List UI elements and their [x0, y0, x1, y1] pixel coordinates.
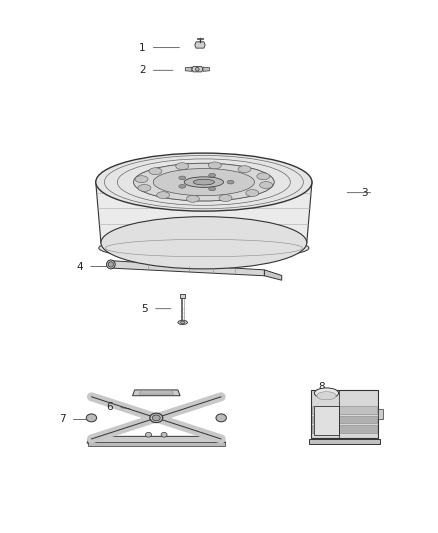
Ellipse shape [99, 237, 309, 260]
Polygon shape [311, 391, 378, 438]
Polygon shape [203, 67, 209, 71]
Text: 2: 2 [139, 65, 145, 75]
Ellipse shape [157, 192, 170, 198]
Ellipse shape [196, 67, 199, 71]
Ellipse shape [101, 216, 307, 269]
Ellipse shape [246, 190, 259, 197]
Ellipse shape [152, 415, 160, 421]
Text: 8: 8 [318, 382, 325, 392]
Ellipse shape [145, 432, 152, 437]
Ellipse shape [153, 168, 254, 196]
Ellipse shape [138, 184, 151, 191]
Ellipse shape [149, 168, 162, 175]
Text: 3: 3 [361, 188, 368, 198]
Text: 4: 4 [76, 262, 83, 271]
Polygon shape [111, 261, 265, 276]
Ellipse shape [179, 184, 186, 188]
Polygon shape [88, 442, 225, 446]
Ellipse shape [106, 260, 115, 269]
Ellipse shape [219, 195, 232, 201]
Ellipse shape [179, 176, 186, 180]
Polygon shape [197, 38, 203, 39]
Bar [312, 406, 377, 414]
Polygon shape [265, 270, 282, 280]
Ellipse shape [187, 196, 199, 202]
Ellipse shape [176, 163, 189, 169]
Text: 7: 7 [59, 415, 66, 424]
Polygon shape [96, 150, 312, 253]
Polygon shape [87, 437, 226, 443]
Bar [378, 409, 383, 419]
Ellipse shape [238, 166, 251, 173]
Ellipse shape [208, 162, 221, 169]
Text: 6: 6 [106, 402, 113, 413]
Ellipse shape [208, 187, 215, 191]
Polygon shape [96, 182, 312, 243]
Text: 1: 1 [139, 43, 145, 53]
Polygon shape [133, 390, 180, 395]
Polygon shape [192, 67, 203, 72]
Ellipse shape [86, 414, 97, 422]
Ellipse shape [184, 177, 223, 188]
Ellipse shape [317, 392, 336, 400]
Ellipse shape [180, 321, 185, 324]
Ellipse shape [260, 182, 272, 189]
Polygon shape [139, 391, 173, 394]
Bar [312, 425, 377, 433]
Ellipse shape [257, 173, 270, 180]
Ellipse shape [161, 432, 167, 437]
Ellipse shape [193, 179, 215, 185]
Polygon shape [185, 67, 192, 71]
Ellipse shape [178, 320, 187, 325]
Ellipse shape [150, 413, 163, 423]
Ellipse shape [227, 180, 234, 184]
Polygon shape [309, 439, 380, 444]
Bar [314, 406, 339, 435]
Bar [180, 294, 185, 297]
Ellipse shape [314, 388, 339, 398]
Polygon shape [195, 42, 205, 48]
Ellipse shape [134, 163, 274, 201]
Ellipse shape [108, 262, 113, 267]
Ellipse shape [208, 173, 215, 177]
Ellipse shape [96, 153, 312, 211]
Ellipse shape [216, 414, 226, 422]
Bar [312, 416, 377, 423]
Text: 5: 5 [141, 304, 148, 314]
Ellipse shape [135, 176, 148, 183]
